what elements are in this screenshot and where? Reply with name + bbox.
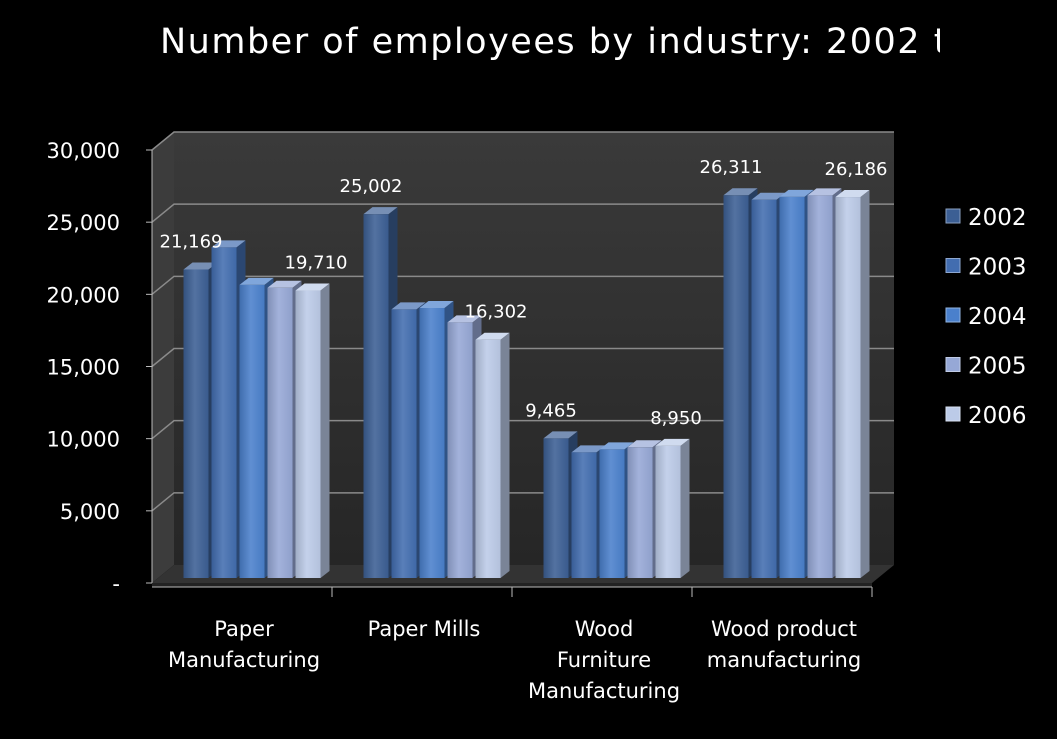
legend-label: 2006 [968,403,1027,429]
bar [655,445,681,578]
bar-top [391,302,426,310]
bar [835,197,861,578]
data-label: 21,169 [160,231,223,252]
category-label: Paper Mills [368,617,481,641]
bar [419,307,445,578]
y-tick-label: 10,000 [47,428,120,452]
bar [211,247,237,578]
category-label: Wood product [711,617,857,641]
bar-top [807,188,842,196]
category-label: Manufacturing [168,648,320,672]
bar [751,199,777,578]
bar-top [447,315,482,323]
floor [152,565,894,583]
bar-top [779,189,814,197]
bar [267,287,293,578]
bar-top [267,280,302,288]
category-label: Manufacturing [528,679,680,703]
category-label: Paper [214,617,274,641]
data-label: 19,710 [285,253,348,274]
legend-swatch [945,208,961,224]
bar-top [543,431,578,439]
gridline [151,203,894,223]
y-tick-label: 5,000 [60,500,120,524]
category-label: Furniture [557,648,651,672]
bar [183,269,209,578]
bar-side [680,438,690,578]
legend-swatch [945,258,961,273]
bar-top [655,438,690,446]
y-tick-label: 20,000 [47,283,120,307]
bar-top [723,188,758,196]
legend-entry: 2003 [945,255,1027,281]
data-label: 8,950 [650,408,702,429]
gridline [151,347,894,368]
bar-top [363,207,398,215]
bar [627,447,653,578]
chart-title: Number of employees by industry: 2002 to [160,22,940,62]
gridline [151,275,894,295]
data-label: 9,465 [525,400,577,421]
legend-label: 2002 [968,205,1027,231]
bar-top [183,262,218,270]
y-tick-label: 15,000 [47,356,120,380]
legend-label: 2003 [968,255,1027,281]
bar-top [835,190,870,198]
bar [807,195,833,579]
data-label: 26,311 [700,157,763,178]
data-label: 26,186 [825,159,888,180]
legend-swatch [945,357,961,372]
bar [447,322,473,578]
bar [363,214,389,578]
legend-label: 2005 [968,354,1027,380]
bar [239,284,265,578]
data-label: 16,302 [465,302,528,323]
bar-top [211,240,246,248]
bar [391,309,417,578]
bar-side [500,332,510,578]
bar-top [599,442,634,450]
bar-top [751,192,786,200]
data-label: 25,002 [340,176,403,197]
category-label: Wood [575,617,634,641]
bar-top [571,445,606,453]
bar [599,449,625,578]
legend-label: 2004 [968,304,1027,330]
chart-title-wrap: Number of employees by industry: 2002 to [0,22,940,72]
gridline [151,419,894,440]
legend-entry: 2005 [945,354,1027,380]
floor-edge [152,583,872,587]
bar [723,195,749,578]
legend-swatch [945,307,961,323]
bar-side [320,283,330,578]
bar [571,452,597,578]
y-tick-label: - [112,572,120,596]
legend-swatch [945,406,961,422]
bar-top [475,332,510,340]
category-label: manufacturing [707,648,861,672]
bar [543,438,569,578]
bar [779,196,805,578]
bar-top [239,277,274,285]
gridline [151,131,894,151]
bar-side [860,190,870,578]
y-tick-label: 25,000 [47,211,120,235]
bar-top [419,300,454,308]
legend-entry: 2006 [945,403,1027,429]
legend-entry: 2004 [945,304,1027,330]
y-tick-label: 30,000 [47,139,120,163]
bar-top [295,283,330,291]
legend-entry: 2002 [945,205,1027,231]
bar [475,339,501,578]
bar [295,290,321,578]
bar-top [627,440,662,448]
